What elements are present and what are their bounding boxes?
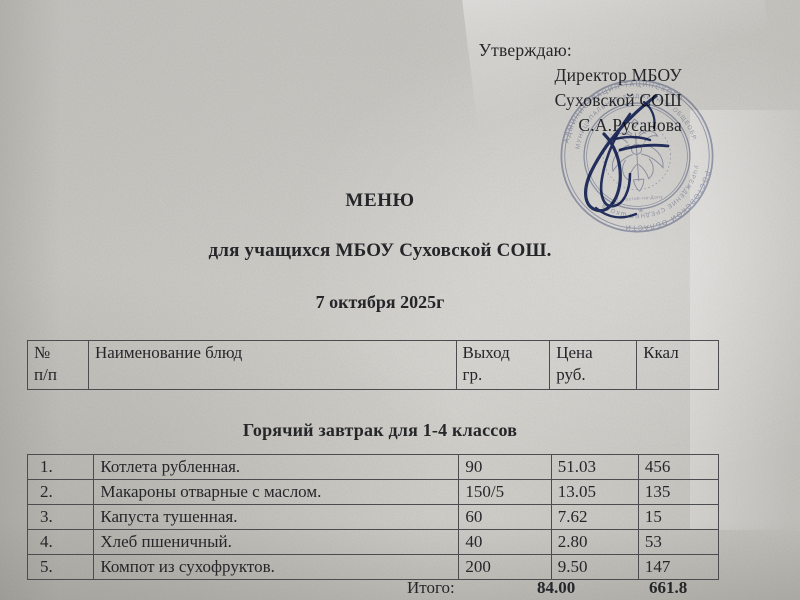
cell-price: 2.80 xyxy=(550,529,639,555)
page-subtitle: для учащихся МБОУ Суховской СОШ. xyxy=(208,240,552,261)
header-cell-output: Выход гр. xyxy=(455,340,551,390)
totals-label: Итого: xyxy=(407,578,455,597)
table-row: 4. Хлеб пшеничный. 40 2.80 53 xyxy=(26,529,720,555)
header-price-line-2: руб. xyxy=(556,365,586,384)
cell-output: 90 xyxy=(458,454,552,480)
header-number-line-1: № xyxy=(34,343,51,362)
cell-number: 3. xyxy=(26,504,95,530)
totals-price: 84.00 xyxy=(537,578,576,597)
cell-name: Компот из сухофруктов. xyxy=(93,554,460,580)
cell-number: 4. xyxy=(26,529,95,555)
cell-name: Котлета рубленная. xyxy=(93,454,460,480)
header-cell-kcal: Ккал xyxy=(636,340,719,390)
menu-header-table: № п/п Наименование блюд Выход гр. Цена р… xyxy=(27,340,719,390)
approval-position-line-1: Директор МБОУ xyxy=(554,65,682,85)
header-cell-price: Цена руб. xyxy=(549,340,638,390)
table-row: 3. Капуста тушенная. 60 7.62 15 xyxy=(26,504,720,530)
header-cell-number: № п/п xyxy=(27,340,89,390)
svg-text:✳: ✳ xyxy=(637,206,645,215)
cell-name: Капуста тушенная. xyxy=(93,504,460,530)
section-heading: Горячий завтрак для 1-4 классов xyxy=(242,420,518,440)
header-output-line-2: гр. xyxy=(462,365,483,384)
totals-row: Итого: 84.00 661.8 xyxy=(27,578,719,600)
cell-price: 13.05 xyxy=(550,479,639,505)
table-row: 1. Котлета рубленная. 90 51.03 456 xyxy=(26,454,720,480)
table-header-row: № п/п Наименование блюд Выход гр. Цена р… xyxy=(27,340,719,390)
cell-price: 7.62 xyxy=(550,504,639,530)
cell-number: 5. xyxy=(26,554,95,580)
approval-block: Утверждаю: Директор МБОУ Суховской СОШ С… xyxy=(400,38,690,138)
table-row: 5. Компот из сухофруктов. 200 9.50 147 xyxy=(26,554,720,580)
menu-items-table: 1. Котлета рубленная. 90 51.03 456 2. Ма… xyxy=(26,454,720,580)
cell-price: 9.50 xyxy=(550,554,639,580)
cell-output: 150/5 xyxy=(458,479,552,505)
header-cell-name: Наименование блюд xyxy=(87,340,457,390)
cell-number: 2. xyxy=(26,479,95,505)
cell-kcal: 456 xyxy=(637,454,720,480)
svg-text:г. Ростов-на-Дону: г. Ростов-на-Дону xyxy=(617,194,664,202)
handwritten-signature-icon xyxy=(584,94,670,219)
cell-output: 200 xyxy=(458,554,552,580)
header-output-line-1: Выход xyxy=(462,343,510,362)
cell-kcal: 147 xyxy=(637,554,720,580)
cell-name: Хлеб пшеничный. xyxy=(93,529,460,555)
header-price-line-1: Цена xyxy=(556,343,593,362)
approval-signer-name: С.А.Русанова xyxy=(578,115,682,135)
cell-name: Макароны отварные с маслом. xyxy=(93,479,460,505)
menu-date: 7 октября 2025г xyxy=(315,292,445,312)
header-number-line-2: п/п xyxy=(34,365,57,384)
page-title: МЕНЮ xyxy=(345,190,415,211)
cell-kcal: 15 xyxy=(637,504,720,530)
approval-label: Утверждаю: xyxy=(478,40,572,60)
official-round-seal-icon: АДМИНИСТРАЦИЯ ТАЦИНСКОГО РОСТОВСКОЙ ОБЛА… xyxy=(560,78,714,233)
cell-output: 40 xyxy=(458,529,552,555)
totals-kcal: 661.8 xyxy=(649,578,688,597)
cell-output: 60 xyxy=(458,504,552,530)
cell-kcal: 53 xyxy=(637,529,720,555)
table-row: 2. Макароны отварные с маслом. 150/5 13.… xyxy=(26,479,720,505)
cell-kcal: 135 xyxy=(637,479,720,505)
cell-price: 51.03 xyxy=(550,454,639,480)
cell-number: 1. xyxy=(26,454,95,480)
